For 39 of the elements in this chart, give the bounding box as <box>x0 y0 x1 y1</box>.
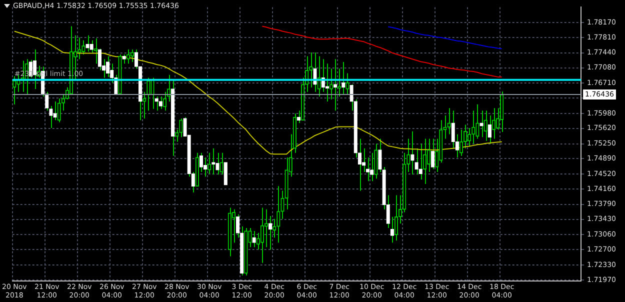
candlestick <box>252 230 256 248</box>
candlestick <box>414 148 418 176</box>
candlestick <box>212 148 216 176</box>
candlestick <box>394 194 398 242</box>
candlestick <box>480 110 484 138</box>
candlestick <box>260 207 264 264</box>
candlestick <box>158 96 162 110</box>
candlestick <box>346 72 350 94</box>
candlestick <box>451 110 455 149</box>
candlestick <box>82 40 86 56</box>
candlestick <box>476 104 480 140</box>
candlestick <box>86 34 90 52</box>
candlestick <box>410 130 414 176</box>
candlestick <box>179 118 183 138</box>
candlestick <box>216 152 220 176</box>
candlestick <box>390 216 394 244</box>
candlestick <box>374 143 378 180</box>
candlestick <box>220 152 224 176</box>
candlestick <box>126 49 130 64</box>
candlestick <box>272 218 276 238</box>
candlestick <box>208 152 212 174</box>
candlestick <box>203 156 208 178</box>
candlestick <box>130 49 134 62</box>
candlestick <box>422 138 426 185</box>
candlestick <box>342 62 346 94</box>
candlestick <box>106 56 110 78</box>
candlestick <box>447 108 451 135</box>
candlestick <box>276 186 280 244</box>
candlestick <box>309 52 313 88</box>
candlestick <box>313 52 317 92</box>
candlestick <box>142 91 146 119</box>
candlestick <box>333 58 338 112</box>
candlestick <box>430 138 435 170</box>
candlestick <box>370 152 374 182</box>
candlestick <box>146 77 150 112</box>
candlestick <box>224 162 228 186</box>
candlestick <box>78 37 82 60</box>
candlestick <box>162 91 167 112</box>
candlestick <box>150 77 154 110</box>
